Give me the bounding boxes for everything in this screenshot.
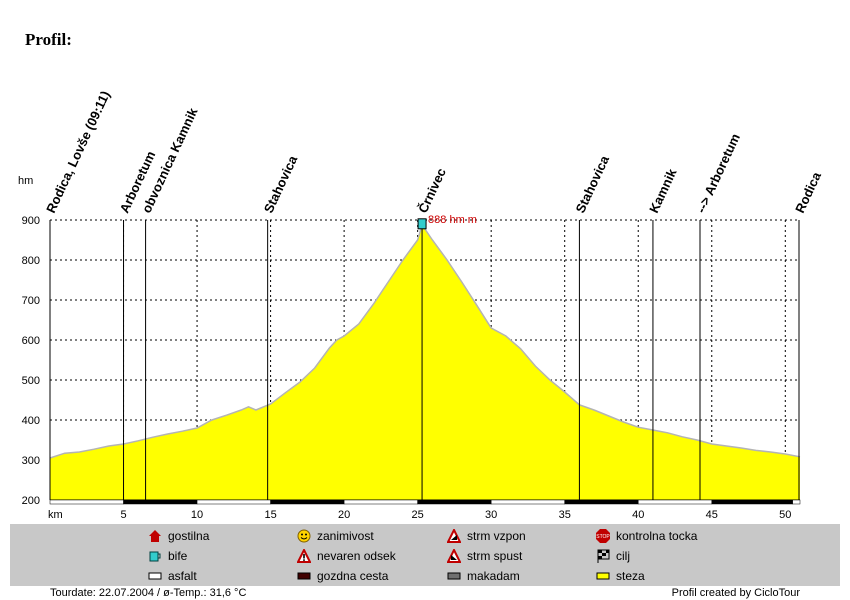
waypoint-label: Stahovica [573, 153, 613, 216]
elevation-line [49, 223, 801, 459]
legend-label: asfalt [168, 569, 197, 583]
surface-segment [123, 499, 198, 505]
waypoint-label: Rodica [792, 169, 824, 215]
tour-date-footer: Tourdate: 22.07.2004 / ø-Temp.: 31,6 °C [50, 587, 247, 599]
svg-text:STOP: STOP [596, 534, 610, 540]
surface-segment [196, 499, 271, 505]
y-axis-label: hm [18, 175, 33, 187]
surface-segment [270, 499, 345, 505]
asphalt-swatch-icon [148, 569, 162, 583]
elevation-area [49, 223, 801, 501]
peak-marker-group: 888 hm m [417, 214, 477, 230]
peak-marker-icon [417, 218, 427, 230]
smiley-icon [297, 529, 311, 543]
legend-panel: gostilna zanimivost strm vzpon STOP kontroln… [10, 524, 840, 586]
x-axis-label: km [48, 509, 63, 520]
legend-label: bife [168, 549, 188, 563]
surface-bar [49, 499, 801, 505]
y-tick-label: 600 [22, 335, 40, 347]
waypoint-label: Kamnik [646, 166, 680, 216]
warning-icon [296, 547, 312, 563]
x-tick-label: 20 [338, 509, 350, 520]
page-title: Profil: [25, 30, 72, 49]
elevation-fill [50, 224, 800, 501]
surface-segment [49, 499, 124, 505]
legend-label: gozdna cesta [317, 569, 389, 583]
x-tick-label: 30 [485, 509, 497, 520]
y-tick-label: 800 [22, 255, 40, 267]
credit-footer: Profil created by CicloTour [671, 587, 800, 599]
surface-segment [711, 499, 793, 505]
y-tick-label: 300 [22, 455, 40, 467]
cup-icon [148, 549, 162, 563]
surface-segment [343, 499, 418, 505]
legend-label: gostilna [168, 529, 210, 543]
waypoint-label: Črnivec [415, 166, 449, 216]
macadam-swatch-icon [447, 569, 461, 583]
x-tick-label: 5 [120, 509, 126, 520]
legend-label: steza [616, 569, 645, 583]
legend-label: kontrolna tocka [616, 529, 698, 543]
legend-label: cilj [616, 549, 630, 563]
legend-label: makadam [467, 569, 520, 583]
x-tick-label: 40 [632, 509, 644, 520]
x-tick-label: 45 [706, 509, 718, 520]
surface-segment [490, 499, 565, 505]
forest-road-swatch-icon [297, 569, 311, 583]
steep-climb-icon [446, 527, 462, 543]
waypoint-label: Stahovica [261, 153, 301, 216]
legend-label: strm spust [467, 549, 523, 563]
x-tick-label: 15 [264, 509, 276, 520]
x-tick-label: 10 [191, 509, 203, 520]
gostilna-icon [148, 529, 162, 543]
surface-segment [417, 499, 492, 505]
elevation-profile-chart: Rodica, Lovše (09:11) Arboretumobvoznica … [18, 88, 824, 520]
legend-label: zanimivost [317, 529, 374, 543]
x-tick-label: 35 [559, 509, 571, 520]
trail-swatch-icon [596, 569, 610, 583]
waypoint-label: Rodica, Lovše (09:11) [43, 88, 113, 215]
y-tick-label: 900 [22, 215, 40, 227]
steep-descent-icon [446, 547, 462, 563]
y-tick-label: 700 [22, 295, 40, 307]
waypoint-label: --> Arboretum [693, 131, 743, 215]
finish-flag-icon [596, 549, 610, 563]
surface-segment [564, 499, 639, 505]
x-tick-label: 25 [412, 509, 424, 520]
y-tick-label: 400 [22, 415, 40, 427]
peak-label: 888 hm m [428, 214, 477, 226]
surface-segment [792, 499, 801, 505]
y-tick-label: 500 [22, 375, 40, 387]
legend-label: strm vzpon [467, 529, 526, 543]
x-tick-label: 50 [779, 509, 791, 520]
y-tick-label: 200 [22, 495, 40, 507]
legend-label: nevaren odsek [317, 549, 396, 563]
stop-sign-icon: STOP [596, 529, 610, 543]
surface-segment [637, 499, 713, 505]
